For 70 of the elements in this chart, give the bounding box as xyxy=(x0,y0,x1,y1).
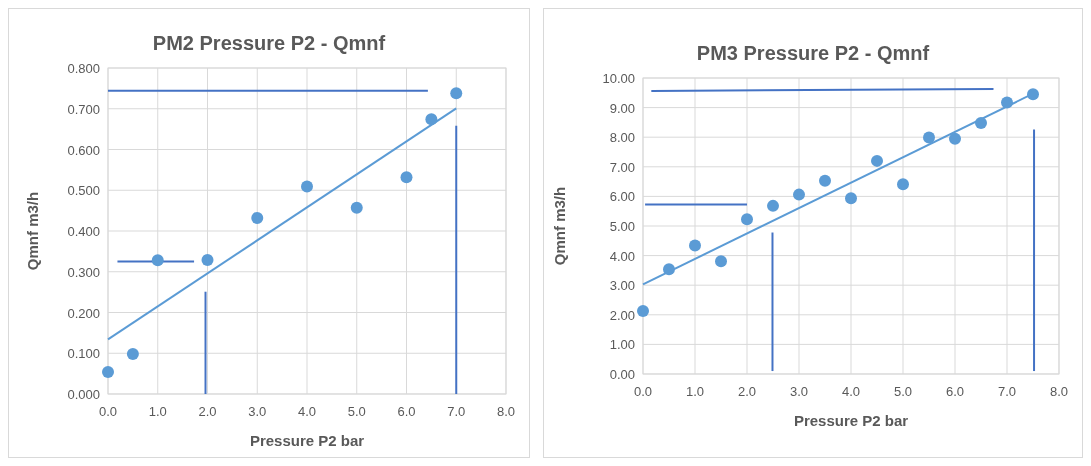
point xyxy=(1001,96,1013,109)
point xyxy=(102,366,114,378)
point xyxy=(400,171,413,184)
point xyxy=(845,192,857,205)
chart-title: PM2 Pressure P2 - Qmnf xyxy=(152,32,386,54)
x-tick-label: 5.0 xyxy=(347,404,366,419)
x-tick-label: 4.0 xyxy=(841,384,861,399)
y-tick-label: 0.00 xyxy=(609,367,635,382)
y-tick-label: 10.00 xyxy=(602,71,635,86)
y-tick-label: 0.100 xyxy=(67,346,100,362)
point xyxy=(949,132,961,145)
y-tick-label: 9.00 xyxy=(609,100,635,116)
point xyxy=(975,116,987,129)
y-tick-label: 7.00 xyxy=(609,159,635,175)
y-tick-label: 0.000 xyxy=(67,387,100,402)
x-tick-label: 8.0 xyxy=(1049,384,1069,399)
point xyxy=(767,199,779,212)
x-tick-label: 6.0 xyxy=(945,384,965,399)
point xyxy=(450,87,463,100)
x-axis-title: Pressure P2 bar xyxy=(249,432,365,449)
y-axis-title: Qmnf m3/h xyxy=(551,186,568,266)
point xyxy=(350,201,363,214)
x-tick-label: 7.0 xyxy=(997,384,1017,399)
y-tick-label: 1.00 xyxy=(609,337,635,353)
y-tick-label: 0.800 xyxy=(67,61,100,76)
x-tick-label: 7.0 xyxy=(447,404,466,419)
y-tick-label: 5.00 xyxy=(609,219,635,234)
x-tick-label: 0.0 xyxy=(98,404,118,419)
x-tick-label: 1.0 xyxy=(685,384,705,399)
x-tick-label: 6.0 xyxy=(397,404,416,419)
point xyxy=(715,255,727,268)
y-tick-label: 0.400 xyxy=(67,224,100,239)
point xyxy=(637,304,649,317)
x-tick-label: 1.0 xyxy=(148,404,167,419)
point xyxy=(741,213,753,226)
y-tick-label: 0.200 xyxy=(67,305,100,321)
x-tick-label: 2.0 xyxy=(198,404,217,419)
x-tick-label: 2.0 xyxy=(737,384,757,399)
point xyxy=(1027,88,1039,101)
point xyxy=(897,178,909,191)
x-tick-label: 8.0 xyxy=(496,404,516,419)
x-tick-label: 5.0 xyxy=(893,384,913,399)
point xyxy=(689,239,701,252)
chart-title: PM3 Pressure P2 - Qmnf xyxy=(696,42,930,64)
y-tick-label: 4.00 xyxy=(609,248,635,264)
point xyxy=(425,113,438,126)
y-axis-title: Qmnf m3/h xyxy=(24,191,41,271)
y-tick-label: 2.00 xyxy=(609,307,635,323)
y-tick-label: 0.700 xyxy=(67,101,100,117)
point xyxy=(126,348,139,361)
x-tick-label: 3.0 xyxy=(789,384,809,399)
point xyxy=(819,174,831,187)
point xyxy=(871,154,883,167)
x-tick-label: 4.0 xyxy=(297,404,317,419)
x-axis-title: Pressure P2 bar xyxy=(793,412,909,429)
y-tick-label: 6.00 xyxy=(609,189,635,205)
point xyxy=(301,180,313,193)
point xyxy=(923,131,935,144)
x-tick-label: 0.0 xyxy=(633,384,653,399)
point xyxy=(201,253,214,266)
y-tick-label: 0.500 xyxy=(67,183,100,199)
y-tick-label: 0.600 xyxy=(67,142,100,158)
x-tick-label: 3.0 xyxy=(248,404,267,419)
point xyxy=(151,254,164,267)
y-tick-label: 0.300 xyxy=(67,264,100,280)
point xyxy=(663,263,675,276)
y-tick-label: 8.00 xyxy=(609,130,635,146)
point xyxy=(251,211,264,224)
point xyxy=(793,188,805,201)
y-tick-label: 3.00 xyxy=(609,278,635,294)
